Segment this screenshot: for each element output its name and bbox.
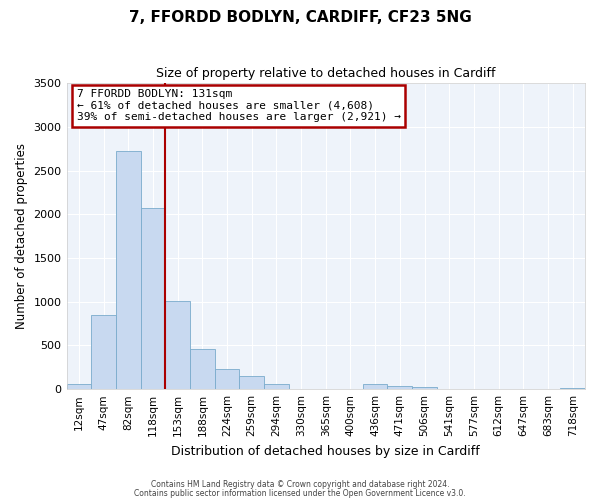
Bar [67,384,91,389]
Bar [412,387,437,389]
Bar [239,376,264,389]
Bar [165,301,190,389]
Bar [116,152,140,389]
Text: Contains public sector information licensed under the Open Government Licence v3: Contains public sector information licen… [134,488,466,498]
Text: Contains HM Land Registry data © Crown copyright and database right 2024.: Contains HM Land Registry data © Crown c… [151,480,449,489]
Bar [91,315,116,389]
Text: 7, FFORDD BODLYN, CARDIFF, CF23 5NG: 7, FFORDD BODLYN, CARDIFF, CF23 5NG [128,10,472,25]
Bar [190,350,215,389]
Bar [560,388,585,389]
Bar [363,384,388,389]
Text: 7 FFORDD BODLYN: 131sqm
← 61% of detached houses are smaller (4,608)
39% of semi: 7 FFORDD BODLYN: 131sqm ← 61% of detache… [77,89,401,122]
X-axis label: Distribution of detached houses by size in Cardiff: Distribution of detached houses by size … [172,444,480,458]
Bar [264,384,289,389]
Title: Size of property relative to detached houses in Cardiff: Size of property relative to detached ho… [156,68,496,80]
Bar [140,208,165,389]
Y-axis label: Number of detached properties: Number of detached properties [15,143,28,329]
Bar [215,368,239,389]
Bar [388,386,412,389]
